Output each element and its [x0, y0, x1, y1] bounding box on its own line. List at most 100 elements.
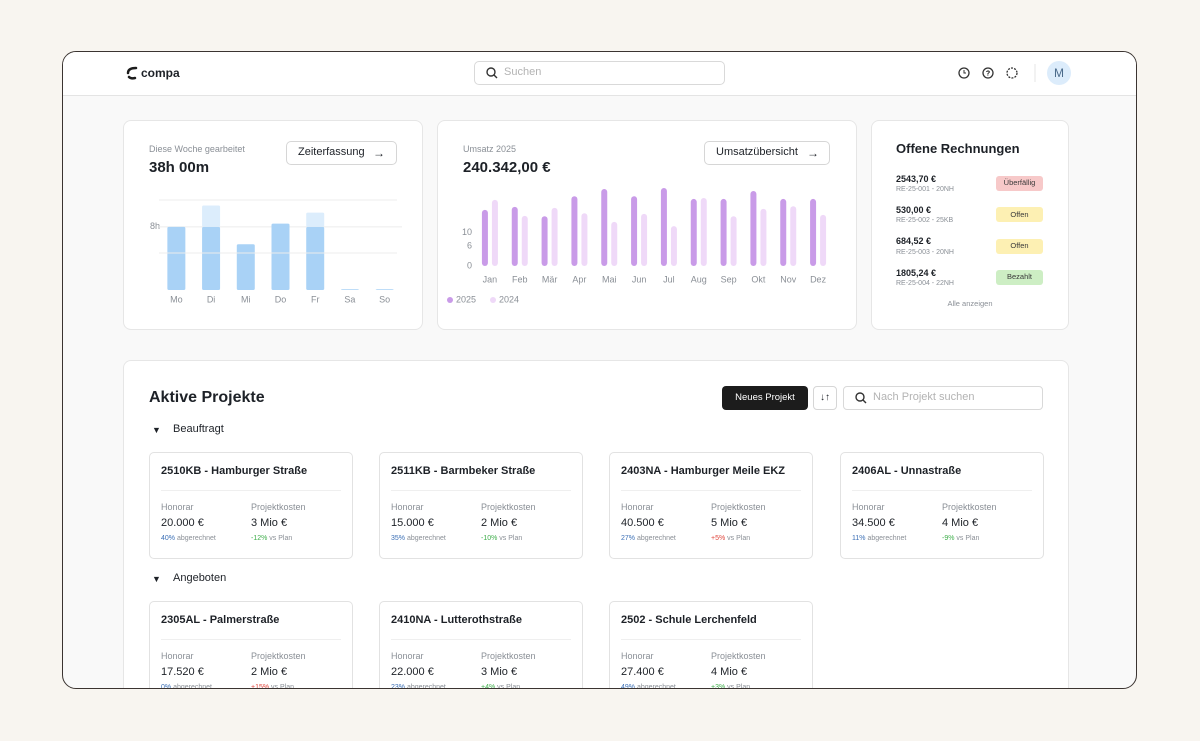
metric-caption: abgerechnet	[171, 684, 212, 689]
metric-caption: abgerechnet	[175, 535, 216, 543]
metric-value: 2 Mio €	[251, 666, 288, 679]
metric-caption: abgerechnet	[635, 684, 676, 689]
group-title[interactable]: Beauftragt	[173, 423, 224, 436]
button[interactable]	[704, 141, 830, 165]
metric-note: 35% abgerechnet	[391, 534, 446, 544]
project-name[interactable]: 2502 - Schule Lerchenfeld	[621, 614, 757, 627]
divider	[391, 490, 571, 491]
project-name[interactable]: 2410NA - Lutterothstraße	[391, 614, 523, 627]
metric-note: 40% abgerechnet	[161, 534, 216, 544]
invoice-amount[interactable]: 684,52 €	[896, 236, 932, 247]
metric-value: 4 Mio €	[942, 517, 979, 530]
metric-caption: abgerechnet	[405, 684, 446, 689]
button[interactable]	[286, 141, 397, 165]
invoice-amount[interactable]: 1805,24 €	[896, 267, 937, 278]
metric-change: 11%	[852, 535, 866, 543]
invoice-ref: RE-25-004 - 22NH	[896, 280, 954, 287]
metric-note: 0% abgerechnet	[161, 683, 212, 689]
metric-label: Projektkosten	[481, 501, 536, 512]
project-card[interactable]	[609, 601, 813, 688]
search-box[interactable]	[843, 386, 1043, 410]
metric-change: -12%	[251, 535, 268, 543]
metric-value: 40.500 €	[621, 517, 664, 530]
divider	[161, 490, 341, 491]
card-value: 240.342,00 €	[463, 158, 551, 176]
metric-value: 3 Mio €	[251, 517, 288, 530]
project-name[interactable]: 2403NA - Hamburger Meile EKZ	[621, 465, 786, 478]
metric-value: 27.400 €	[621, 666, 664, 679]
project-card[interactable]	[379, 601, 583, 688]
metric-note: 49% abgerechnet	[621, 683, 676, 689]
metric-label: Honorar	[391, 501, 424, 512]
metric-note: 11% abgerechnet	[852, 534, 906, 544]
metric-caption: vs Plan	[725, 535, 751, 543]
invoice-ref: RE-25-001 - 20NH	[896, 186, 954, 194]
divider	[391, 639, 571, 640]
logo: compa	[141, 65, 180, 80]
metric-change: 0%	[161, 684, 172, 689]
app-window: compa Suchen M Diese Woche gearbeitet 38h 00…	[62, 51, 1137, 689]
arrow: →	[807, 145, 819, 160]
link[interactable]: Alle anzeigen	[947, 298, 993, 308]
sort-icon: ↓↑	[820, 392, 830, 403]
button[interactable]	[722, 386, 808, 410]
button-label: Zeiterfassung	[298, 146, 365, 159]
invoice-ref: RE-25-002 - 25KB	[896, 217, 954, 225]
metric-note: +15% vs Plan	[251, 683, 295, 689]
metric-value: 15.000 €	[391, 517, 434, 530]
avatar[interactable]	[1047, 61, 1071, 85]
status-badge	[996, 207, 1043, 223]
metric-label: Honorar	[852, 501, 885, 512]
card-label: Umsatz 2025	[463, 143, 517, 154]
metric-change: +4%	[481, 684, 496, 689]
search-box[interactable]	[474, 61, 725, 85]
metric-value: 17.520 €	[161, 666, 204, 679]
metric-caption: abgerechnet	[405, 535, 446, 543]
metric-caption: vs Plan	[725, 684, 751, 689]
metric-change: +15%	[251, 684, 270, 689]
metric-caption: vs Plan	[267, 535, 293, 543]
metric-label: Projektkosten	[711, 501, 766, 512]
status-badge	[996, 238, 1043, 254]
metric-value: 20.000 €	[161, 517, 204, 530]
invoice-amount[interactable]: 530,00 €	[896, 205, 932, 215]
metric-value: 2 Mio €	[481, 517, 518, 530]
search-placeholder: Suchen	[504, 66, 542, 79]
project-card[interactable]	[379, 452, 583, 559]
project-name[interactable]: 2510KB - Hamburger Straße	[161, 465, 308, 478]
project-card[interactable]	[840, 452, 1044, 559]
status-badge	[996, 269, 1043, 285]
metric-note: -9% vs Plan	[942, 534, 979, 544]
project-name[interactable]: 2511KB - Barmbeker Straße	[391, 465, 536, 478]
project-name[interactable]: 2406AL - Unnastraße	[852, 465, 962, 478]
group-title[interactable]: Angeboten	[173, 572, 227, 585]
project-name[interactable]: 2305AL - Palmerstraße	[161, 614, 280, 627]
metric-value: 34.500 €	[852, 517, 895, 530]
metric-change: 27%	[621, 535, 636, 543]
arrow: →	[373, 145, 385, 160]
card-value: 38h 00m	[149, 158, 210, 176]
divider	[621, 639, 801, 640]
divider	[621, 490, 801, 491]
metric-label: Honorar	[621, 501, 654, 512]
button-label[interactable]: Neues Projekt	[735, 392, 795, 404]
sort-button[interactable]	[813, 386, 837, 410]
metric-label: Honorar	[391, 650, 424, 661]
metric-caption: vs Plan	[954, 535, 980, 543]
metric-caption: vs Plan	[269, 684, 295, 689]
metric-label: Projektkosten	[251, 501, 306, 512]
project-card[interactable]	[149, 452, 353, 559]
invoice-amount[interactable]: 2543,70 €	[896, 173, 937, 184]
project-card[interactable]	[149, 601, 353, 688]
metric-label: Honorar	[621, 650, 654, 661]
metric-change: 35%	[391, 535, 406, 543]
metric-label: Honorar	[161, 501, 194, 512]
metric-caption: vs Plan	[495, 684, 521, 689]
metric-value: 22.000 €	[391, 666, 434, 679]
project-card[interactable]	[609, 452, 813, 559]
status-badge	[996, 176, 1043, 191]
card-label: Diese Woche gearbeitet	[149, 143, 245, 154]
status-label: Überfällig	[1003, 178, 1036, 188]
status-label: Offen	[1010, 240, 1029, 250]
